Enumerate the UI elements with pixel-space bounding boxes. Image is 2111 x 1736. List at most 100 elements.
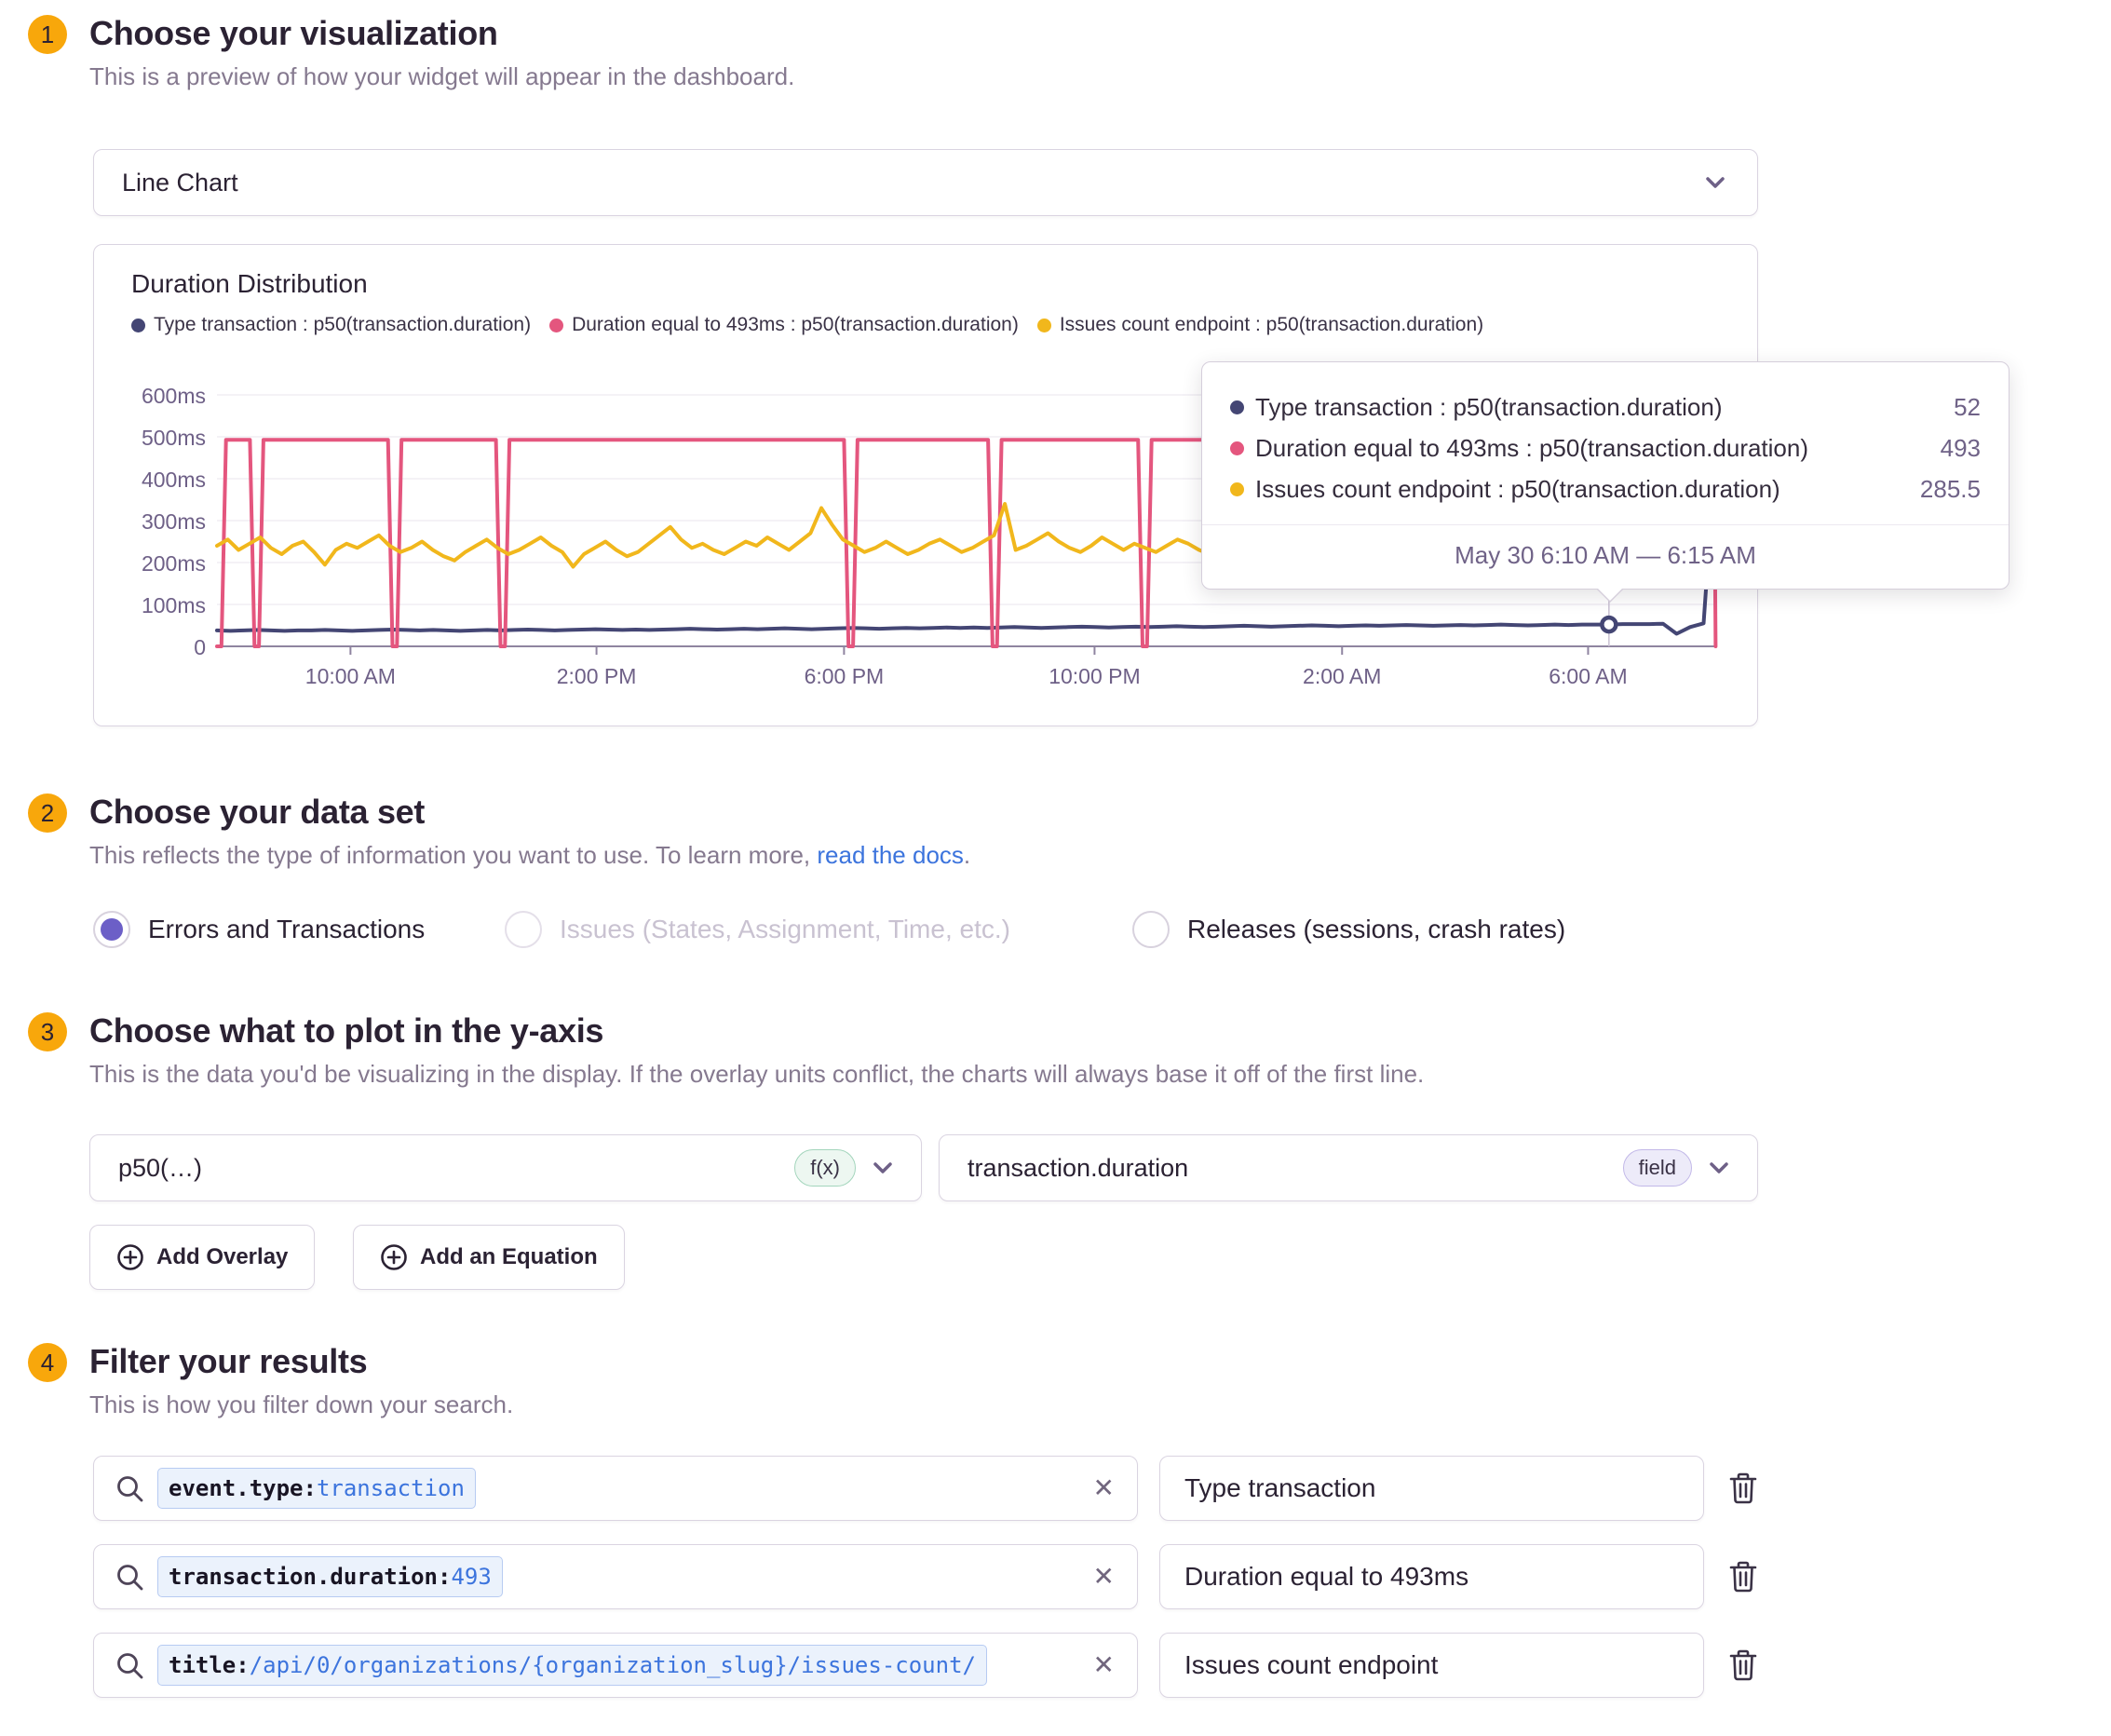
series-dot-icon (549, 318, 564, 332)
visualization-type-select[interactable]: Line Chart (93, 149, 1758, 216)
add-overlay-button[interactable]: Add Overlay (89, 1225, 316, 1290)
trash-icon (1729, 1561, 1757, 1593)
search-icon (117, 1565, 143, 1591)
filter-name-input[interactable] (1159, 1456, 1704, 1521)
token-key: transaction.duration: (169, 1564, 452, 1590)
dataset-radio-errors-transactions[interactable]: Errors and Transactions (93, 911, 425, 948)
chevron-down-icon (1706, 177, 1725, 188)
filter-search-input[interactable]: title:/api/0/organizations/{organization… (93, 1633, 1138, 1698)
series-dot-icon (1230, 400, 1244, 414)
clear-search-icon[interactable]: ✕ (1092, 1473, 1115, 1502)
step-2-text: Choose your data set This reflects the t… (89, 792, 970, 872)
tooltip-series-value: 52 (1954, 392, 1981, 421)
yaxis-field-select[interactable]: transaction.duration field (939, 1134, 1758, 1201)
subtitle-prefix: This reflects the type of information yo… (89, 841, 818, 869)
delete-filter-button[interactable] (1723, 1544, 1764, 1609)
dataset-radio-issues[interactable]: Issues (States, Assignment, Time, etc.) (505, 911, 1010, 948)
step-3-badge: 3 (28, 1012, 67, 1051)
svg-text:6:00 PM: 6:00 PM (805, 664, 885, 688)
tooltip-series-label: Duration equal to 493ms : p50(transactio… (1255, 433, 1809, 462)
radio-unselected-icon (1132, 911, 1170, 948)
plus-circle-icon (381, 1244, 407, 1270)
step-1-header: 1 Choose your visualization This is a pr… (28, 13, 794, 93)
subtitle-suffix: . (963, 841, 971, 869)
search-token[interactable]: event.type:transaction (157, 1468, 476, 1509)
step-1-subtitle: This is a preview of how your widget wil… (89, 62, 795, 90)
yaxis-function-select[interactable]: p50(…) f(x) (89, 1134, 922, 1201)
chart-tooltip: Type transaction : p50(transaction.durat… (1201, 361, 2010, 603)
tooltip-rows: Type transaction : p50(transaction.durat… (1202, 362, 2009, 525)
tooltip-series-label: Type transaction : p50(transaction.durat… (1255, 392, 1723, 421)
delete-filter-button[interactable] (1723, 1633, 1764, 1698)
svg-text:200ms: 200ms (142, 551, 206, 576)
step-2-header: 2 Choose your data set This reflects the… (28, 792, 970, 872)
tooltip-row: Type transaction : p50(transaction.durat… (1230, 387, 1981, 427)
step-1-text: Choose your visualization This is a prev… (89, 13, 794, 93)
step-3-text: Choose what to plot in the y-axis This i… (89, 1010, 1424, 1091)
series-dot-icon (1036, 318, 1051, 332)
legend-item[interactable]: Issues count endpoint : p50(transaction.… (1036, 314, 1483, 336)
chart-title: Duration Distribution (131, 269, 368, 298)
token-value: 493 (451, 1564, 492, 1590)
svg-text:600ms: 600ms (142, 384, 206, 408)
clear-search-icon[interactable]: ✕ (1092, 1562, 1115, 1591)
filter-search-input[interactable]: transaction.duration:493 ✕ (93, 1544, 1138, 1609)
step-2-subtitle: This reflects the type of information yo… (89, 838, 970, 872)
radio-label: Releases (sessions, crash rates) (1187, 915, 1566, 943)
radio-selected-icon (93, 911, 130, 948)
token-key: title: (169, 1652, 250, 1678)
step-4-badge: 4 (28, 1343, 67, 1382)
svg-text:300ms: 300ms (142, 509, 206, 534)
step-2-title: Choose your data set (89, 793, 426, 831)
add-overlay-label: Add Overlay (156, 1244, 289, 1269)
field-badge: field (1622, 1149, 1692, 1187)
function-badge: f(x) (794, 1149, 856, 1187)
search-token[interactable]: transaction.duration:493 (157, 1556, 503, 1597)
chart-legend: Type transaction : p50(transaction.durat… (131, 314, 1483, 336)
tooltip-arrow (1596, 588, 1624, 603)
svg-text:2:00 AM: 2:00 AM (1303, 664, 1381, 688)
tooltip-date-range: May 30 6:10 AM — 6:15 AM (1455, 541, 1756, 569)
step-1-title: Choose your visualization (89, 14, 498, 52)
svg-text:0: 0 (194, 635, 206, 659)
tooltip-row: Issues count endpoint : p50(transaction.… (1230, 468, 1981, 509)
step-3-subtitle: This is the data you'd be visualizing in… (89, 1060, 1425, 1088)
dataset-radio-releases[interactable]: Releases (sessions, crash rates) (1132, 911, 1565, 948)
delete-filter-button[interactable] (1723, 1456, 1764, 1521)
filter-name-input[interactable] (1159, 1544, 1704, 1609)
filter-name-input[interactable] (1159, 1633, 1704, 1698)
chevron-down-icon (873, 1162, 892, 1173)
read-the-docs-link[interactable]: read the docs (817, 841, 964, 869)
legend-item[interactable]: Duration equal to 493ms : p50(transactio… (549, 314, 1019, 336)
chevron-down-icon (1710, 1162, 1728, 1173)
tooltip-series-label: Issues count endpoint : p50(transaction.… (1255, 474, 1780, 503)
tooltip-row: Duration equal to 493ms : p50(transactio… (1230, 427, 1981, 468)
clear-search-icon[interactable]: ✕ (1092, 1650, 1115, 1679)
svg-text:100ms: 100ms (142, 593, 206, 617)
legend-item[interactable]: Type transaction : p50(transaction.durat… (131, 314, 531, 336)
svg-text:10:00 AM: 10:00 AM (305, 664, 396, 688)
search-icon (117, 1476, 143, 1502)
token-key: event.type: (169, 1475, 317, 1501)
step-2-badge: 2 (28, 793, 67, 833)
series-dot-icon (1230, 481, 1244, 496)
step-4-subtitle: This is how you filter down your search. (89, 1390, 514, 1418)
yaxis-function-value: p50(…) (118, 1153, 203, 1182)
token-value: /api/0/organizations/{organization_slug}… (249, 1652, 976, 1678)
legend-label: Type transaction : p50(transaction.durat… (154, 314, 532, 335)
visualization-type-value: Line Chart (122, 168, 238, 197)
tooltip-series-value: 285.5 (1919, 474, 1981, 503)
tooltip-series-value: 493 (1940, 433, 1981, 462)
series-dot-icon (1230, 441, 1244, 455)
trash-icon (1729, 1649, 1757, 1681)
add-equation-label: Add an Equation (420, 1244, 598, 1269)
filter-search-input[interactable]: event.type:transaction ✕ (93, 1456, 1138, 1521)
radio-label: Errors and Transactions (148, 915, 426, 943)
token-value: transaction (316, 1475, 465, 1501)
search-token[interactable]: title:/api/0/organizations/{organization… (157, 1645, 987, 1686)
radio-unselected-icon (505, 911, 542, 948)
add-equation-button[interactable]: Add an Equation (353, 1225, 625, 1290)
trash-icon (1729, 1472, 1757, 1504)
step-4-title: Filter your results (89, 1342, 368, 1380)
